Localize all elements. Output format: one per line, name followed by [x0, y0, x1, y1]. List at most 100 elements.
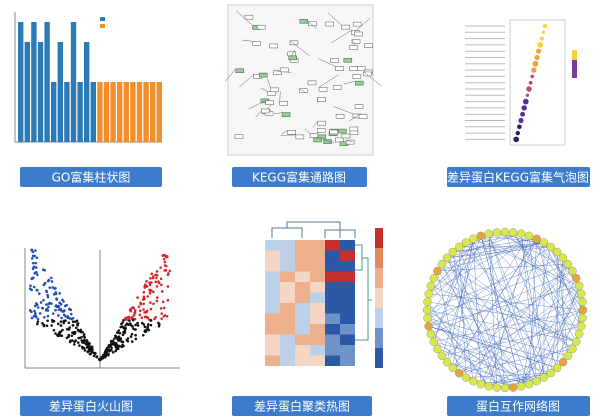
pathway-node — [338, 128, 347, 134]
point-shape — [109, 344, 113, 347]
point-shape — [149, 281, 152, 285]
heat-cell — [340, 261, 355, 272]
heat-cell — [325, 345, 340, 356]
thumbnails — [14, 4, 588, 393]
bubble-shape — [534, 54, 540, 61]
pathway-edge — [343, 80, 356, 85]
point-shape — [58, 292, 61, 295]
point-shape — [136, 324, 140, 327]
network-edge — [437, 270, 530, 385]
point-shape — [163, 260, 167, 264]
bubble-shape — [542, 23, 548, 29]
point-shape — [42, 323, 46, 327]
point-shape — [133, 311, 137, 314]
point-shape — [34, 311, 37, 315]
network-edge — [550, 301, 583, 374]
captions: GO富集柱状图 KEGG富集通路图 差异蛋白KEGG富集气泡图 差异蛋白火山图 … — [20, 167, 590, 416]
network-node — [524, 231, 534, 241]
pathway-node — [235, 68, 245, 74]
point-shape — [46, 314, 50, 318]
point-shape — [154, 273, 157, 277]
point-shape — [145, 279, 148, 283]
network-node — [563, 259, 573, 269]
network-node — [422, 305, 432, 315]
network-node — [558, 253, 568, 262]
point-shape — [61, 328, 64, 332]
network-edge — [427, 263, 569, 319]
network-node — [517, 382, 526, 391]
pathway-node — [349, 45, 358, 50]
pathway-node — [299, 19, 309, 24]
heat-cell — [295, 282, 310, 293]
network-node — [500, 227, 510, 237]
point-shape — [110, 346, 113, 350]
point-shape — [31, 250, 35, 254]
network-edge — [426, 309, 577, 342]
point-shape — [133, 317, 137, 321]
point-shape — [155, 299, 159, 303]
heat-cell — [310, 334, 325, 345]
pathway-node — [279, 67, 289, 73]
heat-cell — [310, 313, 325, 324]
bubble-shape — [520, 111, 526, 117]
heat-cell — [310, 240, 325, 251]
point-shape — [157, 281, 161, 285]
point-shape — [65, 336, 69, 340]
network-edge — [433, 341, 514, 388]
network-edge — [437, 263, 569, 272]
point-shape — [39, 301, 43, 304]
bar-shape — [44, 22, 50, 142]
point-shape — [28, 287, 32, 291]
network-edge — [465, 263, 569, 378]
heat-cell — [265, 303, 280, 314]
network-node — [574, 329, 584, 339]
network-node — [524, 379, 534, 389]
point-shape — [136, 321, 139, 325]
point-shape — [166, 285, 170, 288]
pathway-node — [352, 21, 362, 27]
point-shape — [30, 248, 34, 252]
point-shape — [163, 314, 167, 317]
heat-cell — [280, 324, 295, 335]
point-shape — [159, 277, 163, 281]
heat-cell — [280, 355, 295, 366]
caption-box — [232, 396, 372, 416]
point-shape — [34, 249, 37, 252]
point-shape — [48, 286, 52, 289]
pathway-frame — [227, 4, 374, 156]
heat-cell — [295, 250, 310, 261]
point-shape — [68, 307, 72, 311]
point-shape — [46, 295, 50, 299]
pathway-node — [318, 87, 328, 92]
network-node — [558, 357, 568, 367]
pathway-node — [343, 57, 353, 63]
pathway-node — [335, 114, 345, 119]
dendrogram — [271, 221, 356, 238]
point-shape — [123, 330, 127, 333]
bar-shape — [90, 82, 96, 142]
point-shape — [70, 317, 73, 321]
heat-cell — [310, 271, 325, 282]
point-shape — [51, 312, 55, 315]
point-shape — [143, 297, 146, 301]
point-shape — [50, 276, 53, 280]
caption: 蛋白互作网络图 — [476, 399, 560, 414]
network-edge — [428, 293, 584, 311]
point-shape — [42, 298, 45, 302]
pathway-edge — [348, 114, 360, 122]
network-node — [568, 266, 577, 276]
pathway-node — [349, 130, 359, 136]
point-shape — [107, 344, 111, 347]
point-shape — [168, 269, 172, 273]
network-node — [442, 253, 452, 263]
heat-cell — [265, 282, 280, 293]
pathway-edge — [318, 58, 336, 67]
network-edge — [550, 246, 582, 327]
pathway-node — [252, 41, 261, 46]
point-shape — [151, 276, 155, 280]
heat-cell — [325, 250, 340, 261]
pathway-node — [332, 85, 342, 90]
pathway-edge — [289, 40, 310, 56]
network-node — [433, 344, 442, 354]
point-shape — [131, 315, 134, 319]
